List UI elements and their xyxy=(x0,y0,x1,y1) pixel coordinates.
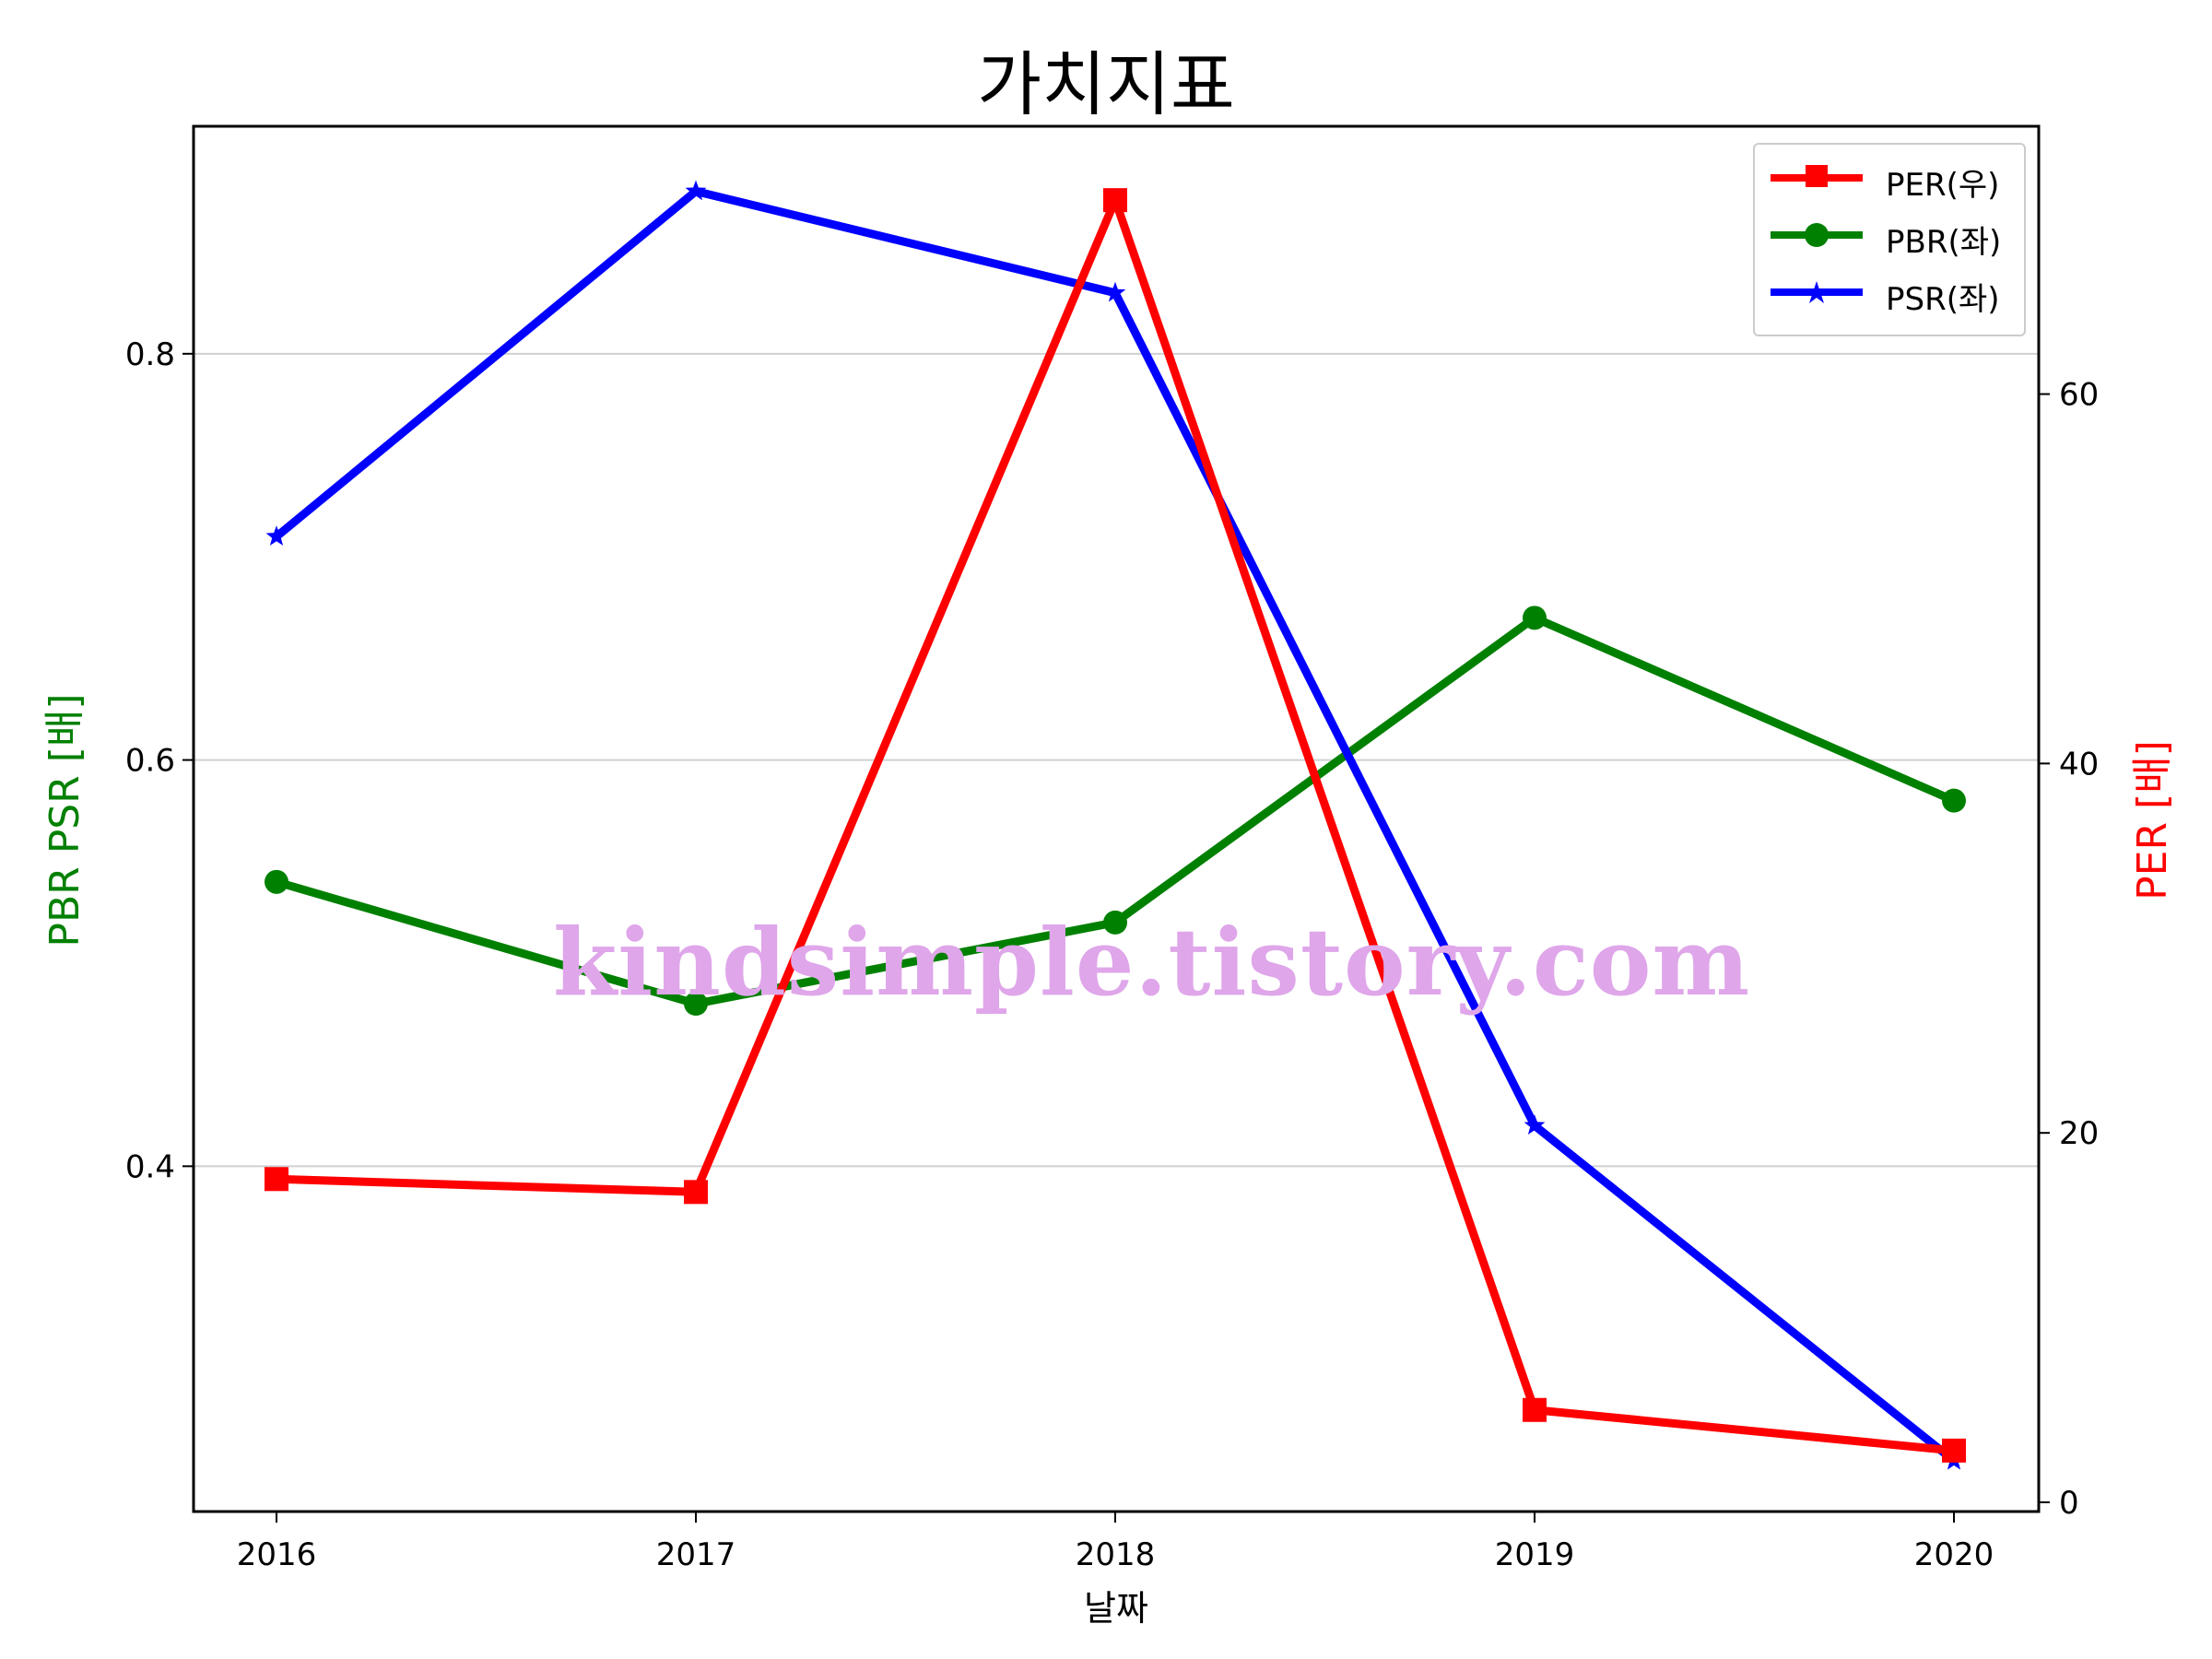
data-point-pbr xyxy=(1523,606,1547,630)
data-point-psr xyxy=(685,180,707,201)
data-point-psr xyxy=(1104,281,1126,302)
x-tick-label: 2017 xyxy=(656,1536,736,1573)
legend-swatch-pbr xyxy=(1771,223,1863,247)
x-tick-label: 2019 xyxy=(1495,1536,1575,1573)
y-tick-label-right: 0 xyxy=(2059,1485,2079,1522)
data-point-pbr xyxy=(1942,788,1966,813)
legend-label-per: PER(우) xyxy=(1886,167,2000,204)
y-axis-label-right: PER [배] xyxy=(2129,740,2176,900)
data-point-pbr xyxy=(684,992,708,1017)
data-point-pbr xyxy=(1103,910,1127,935)
x-tick-label: 2018 xyxy=(1076,1536,1156,1573)
y-tick-label-right: 60 xyxy=(2059,377,2099,414)
legend-item-psr: PSR(좌) xyxy=(1766,268,2015,320)
x-tick-label: 2020 xyxy=(1914,1536,1994,1573)
data-point-per xyxy=(1103,188,1127,213)
legend-label-psr: PSR(좌) xyxy=(1886,281,2000,318)
y-tick-label-left: 0.8 xyxy=(125,336,175,373)
data-point-per xyxy=(684,1180,708,1205)
x-tick-label: 2016 xyxy=(237,1536,317,1573)
legend-item-pbr: PBR(좌) xyxy=(1766,211,2015,263)
y-tick-label-left: 0.4 xyxy=(125,1148,175,1185)
series-line-psr xyxy=(272,187,1959,1465)
legend-swatch-psr xyxy=(1771,281,1863,303)
legend-item-per: PER(우) xyxy=(1766,154,2015,206)
x-axis-label: 날짜 xyxy=(1084,1588,1148,1629)
watermark-text: kindsimple.tistory.com xyxy=(553,908,1751,1017)
legend-swatch-per xyxy=(1771,165,1863,187)
legend-label-pbr: PBR(좌) xyxy=(1886,224,2002,261)
legend: PER(우) PBR(좌) PSR(좌) xyxy=(1753,143,2026,336)
gridlines xyxy=(194,352,2039,1168)
chart-title: 가치지표 xyxy=(977,43,1235,125)
y-tick-label-left: 0.6 xyxy=(125,743,175,780)
y-tick-label-right: 20 xyxy=(2059,1115,2099,1152)
series-lines xyxy=(265,180,1966,1470)
data-point-psr xyxy=(265,525,288,546)
y-axis-label-left: PBR PSR [배] xyxy=(41,693,88,947)
data-point-per xyxy=(265,1167,288,1192)
axes: 0.4 0.6 0.8 0 20 40 60 2016 2017 2018 2019 2020 xyxy=(125,336,2099,1573)
y-tick-label-right: 40 xyxy=(2059,746,2099,782)
data-point-pbr xyxy=(265,869,288,894)
data-point-per xyxy=(1942,1438,1966,1463)
data-point-per xyxy=(1523,1397,1547,1422)
data-point-psr xyxy=(1524,1114,1546,1135)
